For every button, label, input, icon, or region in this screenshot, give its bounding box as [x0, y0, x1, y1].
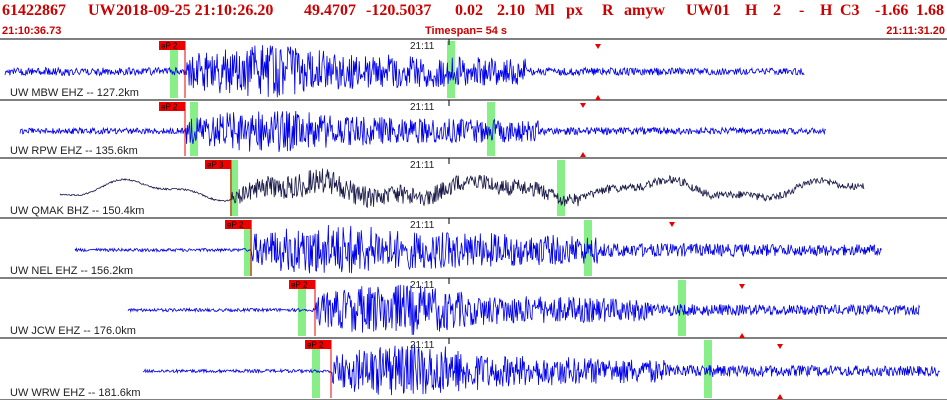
- pick-label: eP 2: [161, 103, 178, 112]
- event-lon: -120.5037: [366, 2, 432, 19]
- event-v1: -1.66: [875, 2, 909, 19]
- pick-label: eP 2: [161, 42, 178, 51]
- phase-window: [244, 220, 252, 276]
- theoretical-arrival-marker: [580, 103, 586, 108]
- phase-window: [704, 340, 712, 398]
- pick-marker: [159, 41, 185, 50]
- pick-label: eP 2: [291, 281, 308, 290]
- waveform-trace: [19, 110, 826, 153]
- arrival-marker: [595, 95, 601, 100]
- event-phase-count: 2: [773, 2, 781, 19]
- event-source: UW: [686, 2, 714, 19]
- minute-label: 21:11: [410, 340, 435, 351]
- station-label: UW WRW EHZ -- 181.6km: [10, 387, 141, 399]
- arrival-marker: [777, 394, 783, 399]
- event-type: px: [566, 2, 583, 19]
- pick-marker: [225, 220, 251, 229]
- phase-window: [447, 41, 455, 98]
- event-review: R: [602, 2, 614, 19]
- station-label: UW MBW EHZ -- 127.2km: [10, 87, 139, 99]
- waveform-trace: [74, 224, 882, 274]
- event-class: C3: [840, 2, 860, 19]
- theoretical-arrival-marker: [595, 44, 601, 49]
- event-author: amyw: [624, 2, 665, 19]
- event-version: 01: [714, 2, 730, 19]
- pick-label: eP 2: [227, 221, 244, 230]
- station-label: UW QMAK BHZ -- 150.4km: [10, 205, 144, 217]
- phase-window: [230, 160, 238, 216]
- event-magnitude: 2.10: [497, 2, 525, 19]
- phase-window: [312, 340, 320, 398]
- event-header: 61422867 UW 2018-09-25 21:10:26.20 49.47…: [0, 0, 947, 22]
- minute-label: 21:11: [410, 160, 435, 171]
- arrival-marker: [739, 333, 745, 338]
- event-quality: H: [745, 2, 758, 19]
- pick-label: eP 2: [307, 341, 324, 350]
- waveform-trace: [127, 284, 921, 335]
- station-label: UW JCW EHZ -- 176.0km: [10, 325, 136, 337]
- window-start-time: 21:10:36.73: [2, 25, 62, 37]
- minute-label: 21:11: [410, 280, 435, 291]
- event-network: UW: [88, 2, 116, 19]
- minute-label: 21:11: [410, 102, 435, 113]
- theoretical-arrival-marker: [669, 222, 675, 227]
- arrival-marker: [580, 152, 586, 157]
- waveform-trace: [142, 344, 940, 396]
- event-q2: H: [820, 2, 833, 19]
- event-v2: 1.68: [916, 2, 944, 19]
- pick-marker: [289, 280, 315, 289]
- minute-label: 21:11: [410, 220, 435, 231]
- station-label: UW NEL EHZ -- 156.2km: [10, 265, 133, 277]
- event-datetime: 2018-09-25 21:10:26.20: [116, 2, 274, 19]
- phase-window: [298, 280, 306, 336]
- phase-window: [170, 41, 178, 98]
- pick-marker: [305, 340, 331, 349]
- pick-marker: [205, 160, 231, 169]
- minute-label: 21:11: [410, 41, 435, 52]
- waveform-trace: [59, 168, 865, 209]
- pick-label: eP 3: [207, 161, 224, 170]
- theoretical-arrival-marker: [739, 284, 745, 289]
- window-end-time: 21:11:31.20: [886, 25, 945, 37]
- event-mag-type: Ml: [535, 2, 555, 19]
- pick-marker: [159, 102, 185, 111]
- timespan-label: Timespan= 54 s: [425, 25, 508, 37]
- event-lat: 49.4707: [304, 2, 356, 19]
- phase-window: [557, 160, 565, 216]
- event-dash: -: [799, 2, 805, 19]
- event-depth: 0.02: [455, 2, 483, 19]
- waveform-trace: [4, 45, 805, 98]
- phase-window: [190, 102, 198, 156]
- station-label: UW RPW EHZ -- 135.6km: [10, 145, 138, 157]
- phase-window: [487, 102, 495, 156]
- theoretical-arrival-marker: [777, 344, 783, 349]
- event-id: 61422867: [2, 2, 66, 19]
